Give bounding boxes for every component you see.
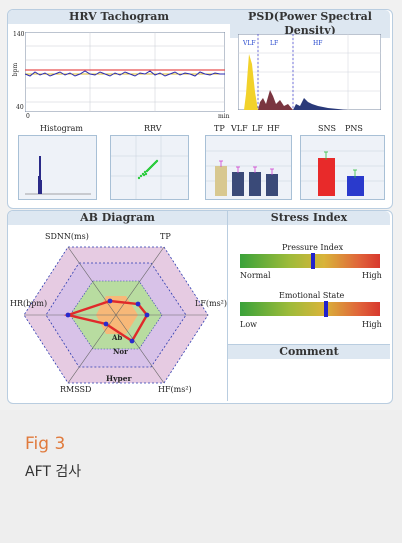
figure-number: Fig 3 bbox=[25, 434, 66, 454]
caption-card bbox=[0, 410, 402, 543]
psd-chart: VLF LF HF bbox=[238, 34, 381, 110]
stress-index-title: Stress Index bbox=[228, 211, 390, 225]
ab-zone-nor: Nor bbox=[113, 347, 128, 356]
ab-diagram-title: AB Diagram bbox=[8, 211, 227, 225]
ans-header-sns: SNS bbox=[318, 124, 336, 133]
comment-title: Comment bbox=[228, 344, 390, 359]
ab-axis-rmssd: RMSSD bbox=[60, 385, 92, 394]
ab-diagram-chart: Ab Nor Hyper bbox=[23, 246, 209, 384]
ab-axis-sdnn: SDNN(ms) bbox=[45, 232, 89, 241]
histogram-label: Histogram bbox=[40, 124, 83, 133]
rrv-chart bbox=[110, 135, 189, 200]
tachogram-y-top: 140 bbox=[13, 31, 25, 38]
ab-axis-lf: LF(ms²) bbox=[195, 299, 228, 308]
psd-hf-label: HF bbox=[313, 40, 322, 47]
emotional-state-high: High bbox=[362, 320, 382, 329]
ab-zone-hyper: Hyper bbox=[106, 374, 132, 383]
emotional-state-label: Emotional State bbox=[279, 291, 345, 300]
tachogram-chart bbox=[25, 32, 225, 112]
bands-header-hf: HF bbox=[267, 124, 280, 133]
rrv-label: RRV bbox=[144, 124, 162, 133]
bands-chart bbox=[205, 135, 292, 200]
figure-description: AFT 검사 bbox=[25, 464, 82, 480]
pressure-index-bar bbox=[240, 253, 380, 269]
bands-header-tp: TP bbox=[214, 124, 225, 133]
histogram-chart bbox=[18, 135, 97, 200]
tachogram-x-unit: min bbox=[218, 113, 230, 120]
psd-vlf-label: VLF bbox=[242, 40, 255, 47]
emotional-state-bar bbox=[240, 301, 380, 317]
pressure-index-label: Pressure Index bbox=[282, 243, 344, 252]
emotional-state-low: Low bbox=[240, 320, 257, 329]
pressure-index-low: Normal bbox=[240, 271, 271, 280]
panel-divider bbox=[227, 211, 228, 401]
ab-axis-hr: HR(bpm) bbox=[10, 299, 48, 308]
pressure-index-marker bbox=[310, 253, 315, 269]
psd-lf-label: LF bbox=[270, 40, 278, 47]
tachogram-y-unit: bpm bbox=[12, 62, 20, 77]
bands-header-lf: LF bbox=[252, 124, 263, 133]
ans-chart bbox=[300, 135, 385, 200]
ab-axis-tp: TP bbox=[160, 232, 171, 241]
ans-header-pns: PNS bbox=[345, 124, 363, 133]
tachogram-x-start: 0 bbox=[26, 113, 30, 120]
tachogram-y-bottom: 40 bbox=[16, 104, 24, 111]
tachogram-title: HRV Tachogram bbox=[8, 10, 230, 24]
pressure-index-high: High bbox=[362, 271, 382, 280]
ab-axis-hf: HF(ms²) bbox=[158, 385, 192, 394]
emotional-state-marker bbox=[324, 301, 329, 317]
bands-header-vlf: VLF bbox=[231, 124, 248, 133]
ab-zone-ab: Ab bbox=[111, 333, 122, 342]
